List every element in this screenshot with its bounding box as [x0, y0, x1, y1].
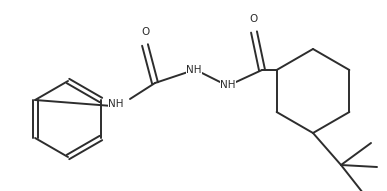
- Text: NH: NH: [220, 80, 236, 90]
- Text: NH: NH: [186, 65, 202, 75]
- Text: O: O: [141, 27, 149, 37]
- Text: NH: NH: [108, 99, 124, 109]
- Text: O: O: [250, 14, 258, 24]
